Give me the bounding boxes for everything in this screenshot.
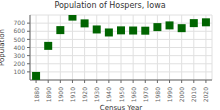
svg-text:500: 500 xyxy=(14,36,26,43)
svg-text:1970: 1970 xyxy=(142,87,149,102)
svg-text:200: 200 xyxy=(14,60,26,67)
svg-text:1930: 1930 xyxy=(93,87,100,102)
svg-text:600: 600 xyxy=(14,27,26,34)
svg-text:1890: 1890 xyxy=(45,87,52,102)
svg-text:1940: 1940 xyxy=(105,87,112,102)
svg-text:400: 400 xyxy=(14,44,26,51)
svg-text:700: 700 xyxy=(14,19,26,26)
svg-text:1910: 1910 xyxy=(69,87,76,102)
svg-text:100: 100 xyxy=(14,68,26,75)
svg-text:1980: 1980 xyxy=(154,87,161,102)
svg-text:1880: 1880 xyxy=(33,87,40,102)
svg-text:2000: 2000 xyxy=(178,87,185,102)
svg-text:2020: 2020 xyxy=(202,87,209,102)
svg-text:1950: 1950 xyxy=(118,87,125,102)
svg-text:2010: 2010 xyxy=(190,87,197,102)
html-text:Population of Hospers, Iowa: Population of Hospers, Iowa xyxy=(54,1,166,10)
svg-text:300: 300 xyxy=(14,52,26,59)
svg-text:1960: 1960 xyxy=(130,87,137,102)
svg-text:Census Year: Census Year xyxy=(100,104,143,110)
svg-text:1920: 1920 xyxy=(81,87,88,102)
svg-text:1990: 1990 xyxy=(166,87,173,102)
svg-text:1900: 1900 xyxy=(57,87,64,102)
